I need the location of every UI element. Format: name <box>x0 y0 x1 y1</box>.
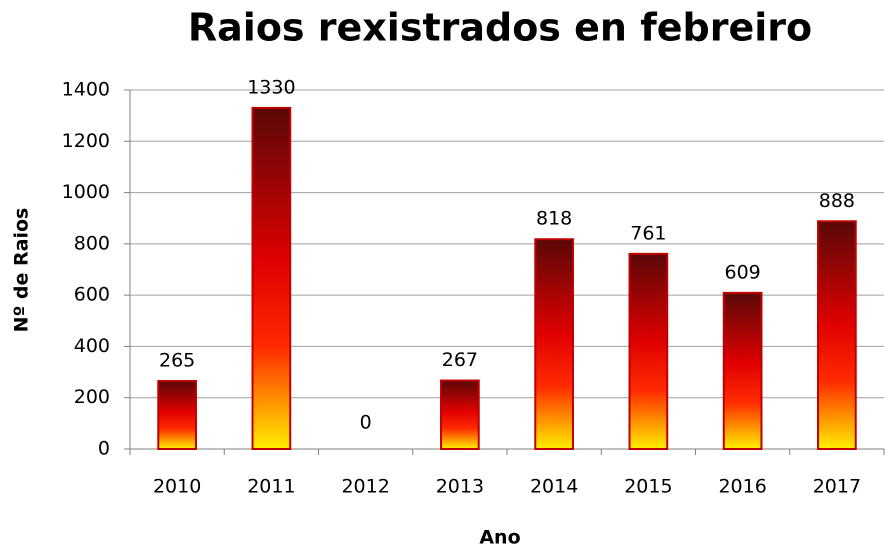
x-tick-label: 2010 <box>153 476 201 498</box>
chart-title: Raios rexistrados en febreiro <box>188 6 812 50</box>
y-tick-label: 1400 <box>62 79 110 101</box>
x-tick-label: 2016 <box>718 476 766 498</box>
data-label: 0 <box>360 412 372 434</box>
bar <box>251 106 292 450</box>
y-tick-label: 1000 <box>62 181 110 203</box>
x-tick-label: 2013 <box>436 476 484 498</box>
data-label: 267 <box>442 349 478 371</box>
x-tick-label: 2017 <box>813 476 861 498</box>
bar <box>440 379 480 450</box>
bar <box>722 291 763 450</box>
data-label: 818 <box>536 208 572 230</box>
data-label: 761 <box>630 222 666 244</box>
x-tick-label: 2012 <box>341 476 389 498</box>
x-tick-label: 2015 <box>624 476 672 498</box>
x-axis-title: Ano <box>479 527 520 549</box>
data-label: 265 <box>159 350 195 372</box>
bar <box>628 252 669 450</box>
y-tick-label: 400 <box>74 335 110 357</box>
bar <box>534 238 574 450</box>
y-tick-label: 200 <box>74 386 110 408</box>
data-label: 1330 <box>247 76 295 98</box>
bar <box>817 220 857 450</box>
y-tick-label: 600 <box>74 284 110 306</box>
y-tick-label: 1200 <box>62 130 110 152</box>
bar <box>157 380 197 450</box>
y-tick-label: 0 <box>98 438 110 460</box>
data-label: 888 <box>819 190 855 212</box>
y-axis-title: Nº de Raios <box>11 208 33 333</box>
x-tick-label: 2011 <box>247 476 295 498</box>
x-tick-label: 2014 <box>530 476 578 498</box>
y-tick-label: 800 <box>74 232 110 254</box>
data-label: 609 <box>724 261 760 283</box>
